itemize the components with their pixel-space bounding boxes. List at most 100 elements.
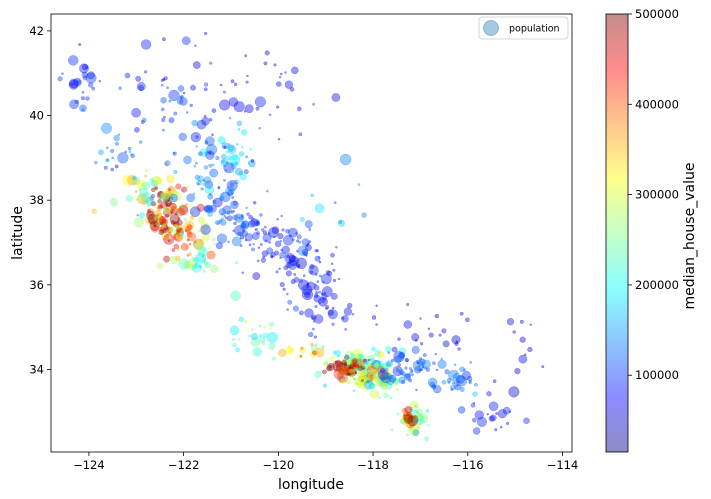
- scatter-point: [244, 320, 248, 324]
- scatter-point: [360, 379, 364, 383]
- colorbar-frame: [605, 13, 629, 453]
- scatter-point: [375, 323, 378, 326]
- scatter-point: [211, 133, 214, 137]
- scatter-point: [366, 371, 376, 381]
- scatter-point: [472, 391, 478, 397]
- scatter-point: [164, 213, 170, 218]
- x-axis-label: longitude: [278, 477, 344, 493]
- scatter-point: [160, 83, 164, 87]
- scatter-point: [168, 207, 172, 211]
- scatter-point: [412, 423, 416, 427]
- scatter-point: [352, 363, 357, 368]
- scatter-point: [390, 428, 394, 432]
- scatter-point: [320, 292, 324, 296]
- scatter-point: [300, 346, 304, 351]
- scatter-point: [111, 156, 115, 160]
- scatter-point: [130, 153, 135, 158]
- scatter-point: [362, 369, 366, 373]
- scatter-point: [269, 321, 275, 327]
- scatter-point: [210, 264, 219, 274]
- scatter-point: [164, 196, 170, 202]
- scatter-point: [298, 240, 302, 244]
- scatter-point: [366, 376, 370, 380]
- scatter-point: [412, 429, 420, 437]
- scatter-point: [408, 415, 417, 424]
- scatter-point: [177, 224, 185, 232]
- scatter-point: [350, 357, 357, 363]
- scatter-point: [173, 111, 178, 116]
- scatter-point: [148, 217, 158, 228]
- scatter-point: [176, 228, 184, 237]
- scatter-point: [456, 384, 459, 387]
- scatter-point: [251, 217, 255, 221]
- scatter-point: [147, 209, 151, 213]
- scatter-point: [373, 364, 378, 369]
- scatter-point: [176, 98, 184, 105]
- scatter-point: [271, 226, 280, 234]
- scatter-point: [435, 368, 439, 372]
- legend: population: [478, 16, 569, 40]
- scatter-point: [359, 380, 363, 383]
- scatter-point: [367, 358, 371, 362]
- scatter-point: [117, 152, 129, 164]
- scatter-point: [252, 242, 255, 246]
- scatter-point: [412, 421, 415, 425]
- scatter-point: [414, 339, 418, 342]
- scatter-point: [244, 238, 248, 242]
- scatter-point: [390, 374, 394, 379]
- scatter-point: [492, 379, 497, 384]
- scatter-point: [239, 173, 247, 181]
- scatter-point: [468, 381, 472, 385]
- scatter-point: [206, 144, 218, 156]
- scatter-point: [261, 250, 269, 257]
- scatter-point: [274, 250, 280, 256]
- scatter-point: [94, 160, 98, 165]
- scatter-point: [193, 264, 198, 269]
- scatter-point: [354, 353, 363, 363]
- scatter-point: [308, 265, 319, 276]
- scatter-point: [159, 229, 165, 235]
- scatter-point: [351, 355, 355, 359]
- scatter-point: [312, 320, 316, 323]
- scatter-point: [230, 162, 234, 166]
- scatter-point: [375, 304, 378, 307]
- scatter-point: [357, 377, 360, 381]
- scatter-point: [366, 376, 371, 381]
- scatter-point: [380, 369, 392, 381]
- scatter-point: [219, 195, 225, 201]
- scatter-point: [212, 197, 223, 208]
- scatter-point: [351, 371, 354, 374]
- scatter-point: [256, 231, 260, 235]
- scatter-point: [180, 243, 189, 251]
- scatter-point: [177, 247, 180, 251]
- scatter-point: [472, 427, 481, 435]
- scatter-point: [373, 366, 382, 375]
- scatter-point: [383, 385, 388, 390]
- scatter-point: [363, 379, 374, 390]
- scatter-point: [87, 82, 94, 88]
- scatter-point: [301, 284, 313, 296]
- scatter-point: [529, 323, 532, 326]
- scatter-point: [160, 79, 164, 82]
- scatter-point: [444, 369, 450, 375]
- scatter-point: [181, 186, 188, 193]
- scatter-point: [364, 366, 369, 371]
- scatter-point: [145, 197, 155, 207]
- scatter-point: [324, 361, 329, 366]
- scatter-point: [322, 369, 327, 375]
- scatter-point: [393, 355, 402, 364]
- scatter-point: [432, 361, 436, 365]
- scatter-point: [85, 72, 97, 84]
- scatter-point: [173, 243, 180, 250]
- scatter-point: [170, 206, 179, 215]
- scatter-point: [290, 279, 296, 285]
- scatter-point: [422, 421, 426, 424]
- scatter-point: [201, 258, 206, 263]
- scatter-point: [81, 91, 85, 94]
- scatter-point: [453, 383, 461, 391]
- scatter-point: [206, 250, 216, 260]
- scatter-point: [310, 353, 314, 357]
- scatter-point: [170, 196, 174, 200]
- scatter-point: [375, 368, 380, 372]
- scatter-point: [362, 376, 368, 382]
